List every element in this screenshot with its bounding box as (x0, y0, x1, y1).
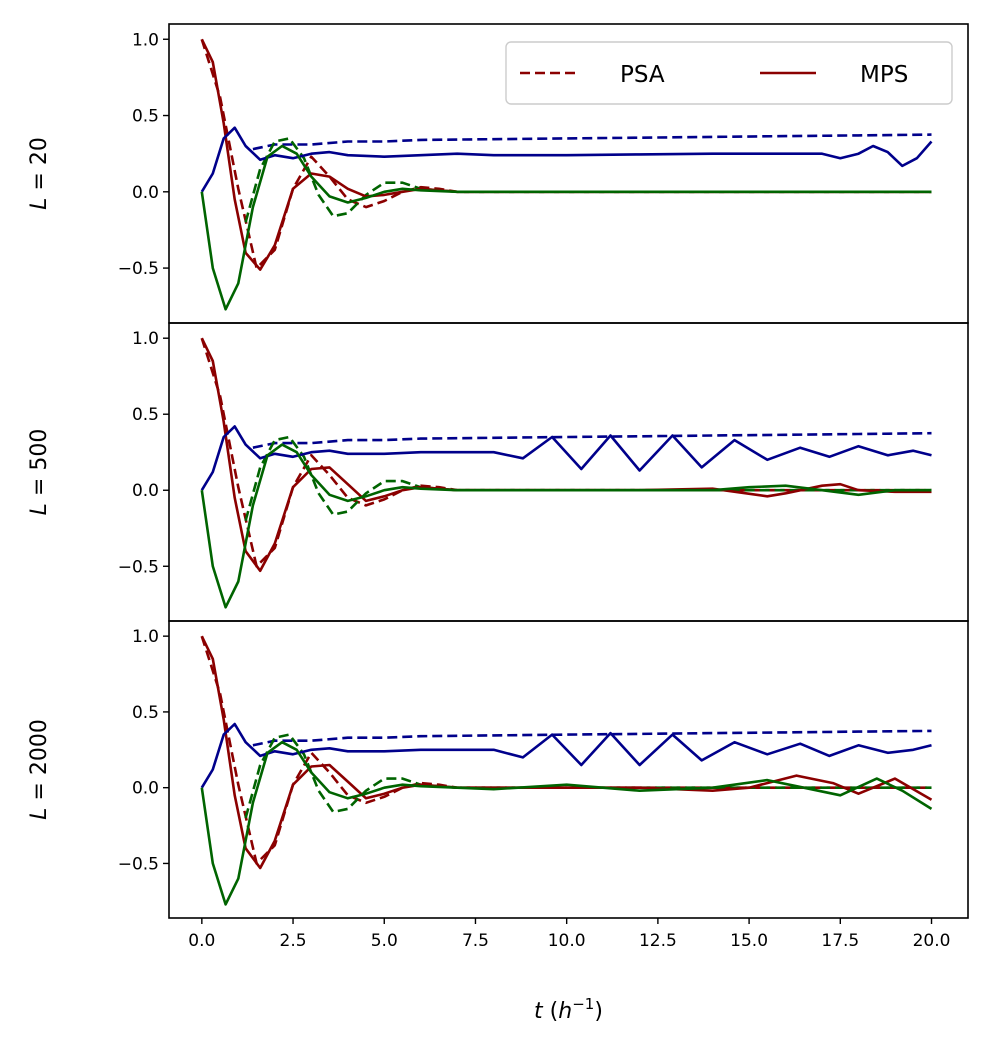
series-psa-red-line (200, 635, 932, 865)
panel-1: −0.5 0.0 0.5 1.0 L = 20 PSA MPS (27, 23, 969, 324)
y-tick-label: 1.0 (132, 627, 159, 647)
legend-psa-label: PSA (620, 62, 665, 88)
x-tick-label: 10.0 (548, 931, 586, 951)
series-mps-green-line (200, 144, 932, 311)
series-psa-blue-line (252, 431, 932, 449)
series-psa-green-line (244, 137, 932, 223)
y-axis-label: L = 20 (27, 137, 52, 210)
x-tick-label: 15.0 (730, 931, 768, 951)
x-tick-label: 5.0 (371, 931, 398, 951)
x-tick-label: 20.0 (913, 931, 951, 951)
series-mps-green-line (200, 740, 933, 906)
series-psa-green-line (244, 733, 932, 819)
y-tick-label: 0.0 (132, 779, 159, 799)
x-tick-label: 0.0 (188, 931, 215, 951)
y-tick-label: 0.0 (132, 183, 159, 203)
series-psa-green-line (244, 435, 932, 522)
legend-box (505, 41, 953, 105)
series-mps-red-line (200, 635, 933, 870)
y-axis-label: L = 500 (27, 429, 52, 516)
y-tick-label: 1.0 (132, 30, 159, 50)
axes-frame (168, 322, 969, 622)
x-tick-label: 2.5 (280, 931, 307, 951)
y-tick-label: 0.5 (132, 107, 159, 127)
series-mps-blue-line (200, 722, 932, 789)
x-axis-label: t (h−1) (534, 995, 603, 1024)
panel-3: −0.5 0.0 0.5 1.0 L = 2000 0.0 2.5 5.0 7.5 10.0 12.… (27, 620, 969, 1024)
series-mps-green-line (200, 443, 932, 609)
legend-mps-label: MPS (860, 62, 908, 88)
series-psa-blue-line (252, 729, 932, 747)
series-psa-blue-line (252, 133, 932, 151)
y-tick-label: 0.0 (132, 481, 159, 501)
x-tick-label: 17.5 (821, 931, 859, 951)
y-tick-label: 1.0 (132, 329, 159, 349)
legend: PSA MPS (505, 41, 953, 105)
y-tick-label: 0.5 (132, 703, 159, 723)
y-tick-label: 0.5 (132, 405, 159, 425)
x-tick-label: 7.5 (462, 931, 489, 951)
y-tick-label: −0.5 (118, 557, 159, 577)
x-tick-label: 12.5 (639, 931, 677, 951)
series-mps-blue-line (200, 425, 932, 491)
axes-frame (168, 620, 969, 919)
series-mps-blue-line (200, 126, 933, 193)
panel-2: −0.5 0.0 0.5 1.0 L = 500 (27, 322, 969, 622)
y-axis-label: L = 2000 (27, 719, 52, 820)
y-tick-label: −0.5 (118, 259, 159, 279)
y-tick-label: −0.5 (118, 854, 159, 874)
